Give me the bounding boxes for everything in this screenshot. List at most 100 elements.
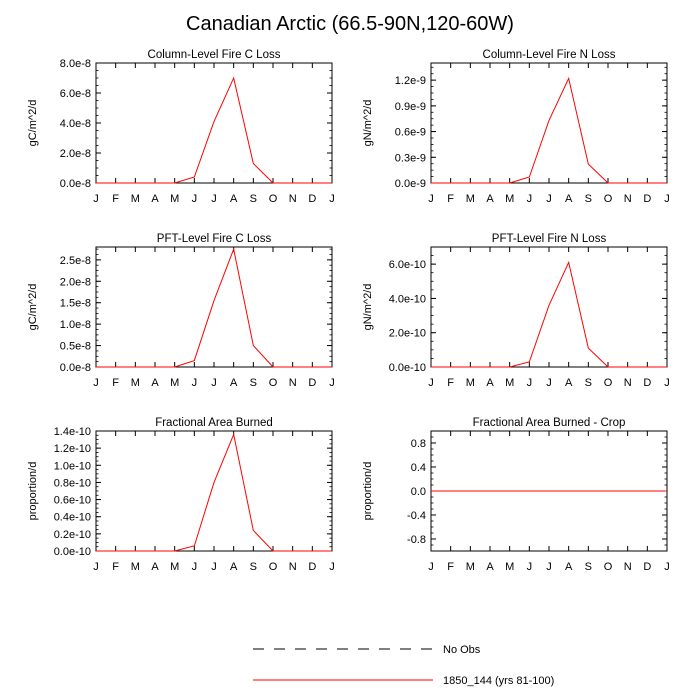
y-tick-label: 1.4e-10 xyxy=(54,426,91,438)
y-tick-label: 0.0e-10 xyxy=(389,362,426,374)
x-tick-label: F xyxy=(447,561,454,573)
y-tick-label: 1.0e-8 xyxy=(60,319,91,331)
y-axis-label: proportion/d xyxy=(362,462,374,521)
plot-frame xyxy=(430,246,668,368)
x-tick-label: J xyxy=(527,193,533,205)
x-tick-label: A xyxy=(151,377,159,389)
x-tick-label: A xyxy=(230,561,238,573)
x-tick-label: J xyxy=(664,561,670,573)
y-tick-label: 0.8e-10 xyxy=(54,477,91,489)
x-tick-label: N xyxy=(624,561,632,573)
x-tick-label: A xyxy=(565,561,573,573)
x-tick-label: A xyxy=(565,377,573,389)
x-tick-label: F xyxy=(447,193,454,205)
x-tick-label: N xyxy=(624,377,632,389)
x-tick-label: S xyxy=(250,377,257,389)
plot-frame xyxy=(95,430,333,552)
chart-title: Fractional Area Burned - Crop xyxy=(473,417,626,429)
y-axis-label: gC/m^2/d xyxy=(27,284,39,331)
x-tick-label: J xyxy=(329,193,335,205)
y-tick-label: 0.4e-10 xyxy=(54,512,91,524)
y-tick-label: 0.3e-9 xyxy=(395,152,426,164)
y-tick-label: 2.0e-8 xyxy=(60,276,91,288)
x-tick-label: J xyxy=(546,377,552,389)
x-tick-label: M xyxy=(131,561,140,573)
x-tick-label: J xyxy=(527,561,533,573)
series-line xyxy=(431,76,667,184)
x-tick-label: J xyxy=(428,377,434,389)
x-tick-label: A xyxy=(151,193,159,205)
y-axis-label: gN/m^2/d xyxy=(362,284,374,331)
x-tick-label: J xyxy=(192,193,198,205)
x-tick-label: J xyxy=(93,377,99,389)
x-tick-label: J xyxy=(93,561,99,573)
chart-title: PFT-Level Fire C Loss xyxy=(157,233,272,245)
x-tick-label: M xyxy=(131,193,140,205)
y-tick-label: 0.6e-9 xyxy=(395,127,426,139)
x-tick-label: D xyxy=(308,193,316,205)
chart-panel-6: Fractional Area Burned - Crop proportion/… xyxy=(362,417,670,573)
y-tick-label: 0.9e-9 xyxy=(395,101,426,113)
x-tick-label: A xyxy=(151,561,159,573)
y-tick-label: 0.6e-10 xyxy=(54,495,91,507)
x-tick-label: J xyxy=(329,377,335,389)
x-tick-label: O xyxy=(269,193,278,205)
y-tick-label: 0.8 xyxy=(411,438,426,450)
plot-frame xyxy=(95,246,333,368)
x-tick-label: A xyxy=(486,377,494,389)
x-tick-label: J xyxy=(664,193,670,205)
y-tick-label: 1.5e-8 xyxy=(60,298,91,310)
y-tick-label: 0.2e-10 xyxy=(54,529,91,541)
x-tick-label: M xyxy=(170,193,179,205)
y-tick-label: 0.0 xyxy=(411,486,426,498)
x-tick-label: J xyxy=(546,193,552,205)
y-tick-label: -0.4 xyxy=(407,510,426,522)
x-tick-label: J xyxy=(428,561,434,573)
y-tick-label: 2.0e-8 xyxy=(60,148,91,160)
x-tick-label: S xyxy=(250,193,257,205)
chart-title: Column-Level Fire C Loss xyxy=(148,49,281,61)
chart-title: Fractional Area Burned xyxy=(155,417,273,429)
series-line xyxy=(96,76,332,184)
x-tick-label: D xyxy=(643,561,651,573)
x-tick-label: F xyxy=(112,561,119,573)
y-tick-label: 4.0e-10 xyxy=(389,293,426,305)
x-tick-label: J xyxy=(546,561,552,573)
x-tick-label: F xyxy=(447,377,454,389)
y-tick-label: 0.4 xyxy=(411,462,426,474)
y-tick-label: 6.0e-8 xyxy=(60,88,91,100)
x-tick-label: M xyxy=(466,561,475,573)
x-tick-label: D xyxy=(643,377,651,389)
y-tick-label: 2.5e-8 xyxy=(60,255,91,267)
y-tick-label: 0.0e-9 xyxy=(395,178,426,190)
y-tick-label: 6.0e-10 xyxy=(389,259,426,271)
y-tick-label: 8.0e-8 xyxy=(60,58,91,70)
x-tick-label: J xyxy=(192,561,198,573)
x-tick-label: D xyxy=(643,193,651,205)
x-tick-label: M xyxy=(505,561,514,573)
page-title: Canadian Arctic (66.5-90N,120-60W) xyxy=(186,13,514,35)
chart-title: PFT-Level Fire N Loss xyxy=(492,233,607,245)
x-tick-label: J xyxy=(211,561,217,573)
x-tick-label: O xyxy=(604,561,613,573)
x-tick-label: O xyxy=(604,193,613,205)
x-tick-label: J xyxy=(192,377,198,389)
y-tick-label: 0.0e-8 xyxy=(60,362,91,374)
x-tick-label: J xyxy=(329,561,335,573)
series-line xyxy=(96,247,332,368)
x-tick-label: A xyxy=(486,193,494,205)
x-tick-label: O xyxy=(269,561,278,573)
x-tick-label: A xyxy=(486,561,494,573)
x-tick-label: M xyxy=(131,377,140,389)
y-axis-label: gC/m^2/d xyxy=(27,100,39,147)
x-tick-label: S xyxy=(250,561,257,573)
chart-title: Column-Level Fire N Loss xyxy=(483,49,616,61)
x-tick-label: M xyxy=(466,377,475,389)
y-tick-label: 0.0e-8 xyxy=(60,178,91,190)
